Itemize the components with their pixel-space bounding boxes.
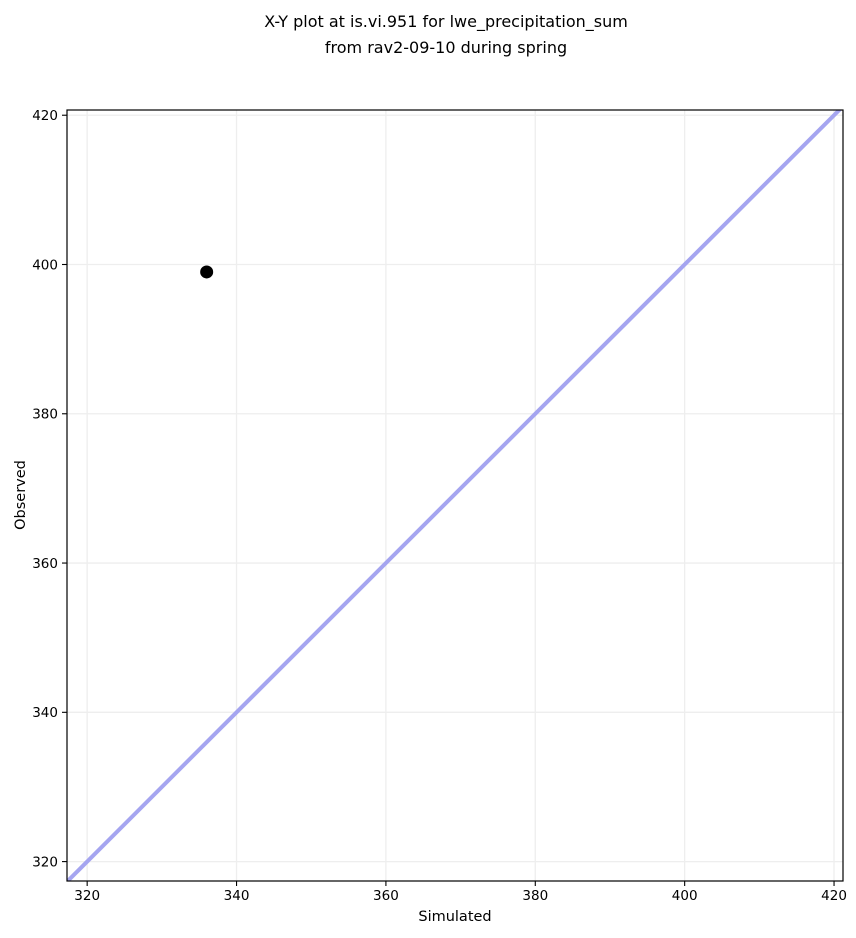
plot-area-border — [66, 109, 844, 882]
x-tick-label: 320 — [74, 888, 100, 904]
y-tick-label: 400 — [32, 257, 58, 273]
identity-line-layer — [67, 110, 843, 881]
x-axis: 320 340 360 380 400 420 — [74, 881, 847, 904]
gridlines — [67, 110, 843, 881]
chart-title-line-1: X-Y plot at is.vi.951 for lwe_precipitat… — [264, 12, 628, 32]
y-tick-label: 360 — [32, 556, 58, 572]
y-tick-label: 320 — [32, 854, 58, 870]
y-axis: 320 340 360 380 400 420 — [32, 108, 67, 870]
x-tick-label: 400 — [672, 888, 698, 904]
x-axis-label: Simulated — [418, 909, 491, 925]
y-tick-label: 340 — [32, 705, 58, 721]
data-point — [200, 265, 214, 279]
scatter-points-layer — [200, 265, 214, 279]
x-tick-label: 360 — [373, 888, 399, 904]
x-tick-label: 340 — [224, 888, 250, 904]
y-axis-label: Observed — [13, 460, 29, 530]
identity-line — [67, 110, 843, 881]
x-tick-label: 420 — [821, 888, 847, 904]
x-tick-label: 380 — [522, 888, 548, 904]
y-tick-label: 420 — [32, 108, 58, 124]
y-tick-label: 380 — [32, 407, 58, 423]
chart-title-line-2: from rav2-09-10 during spring — [325, 38, 567, 57]
